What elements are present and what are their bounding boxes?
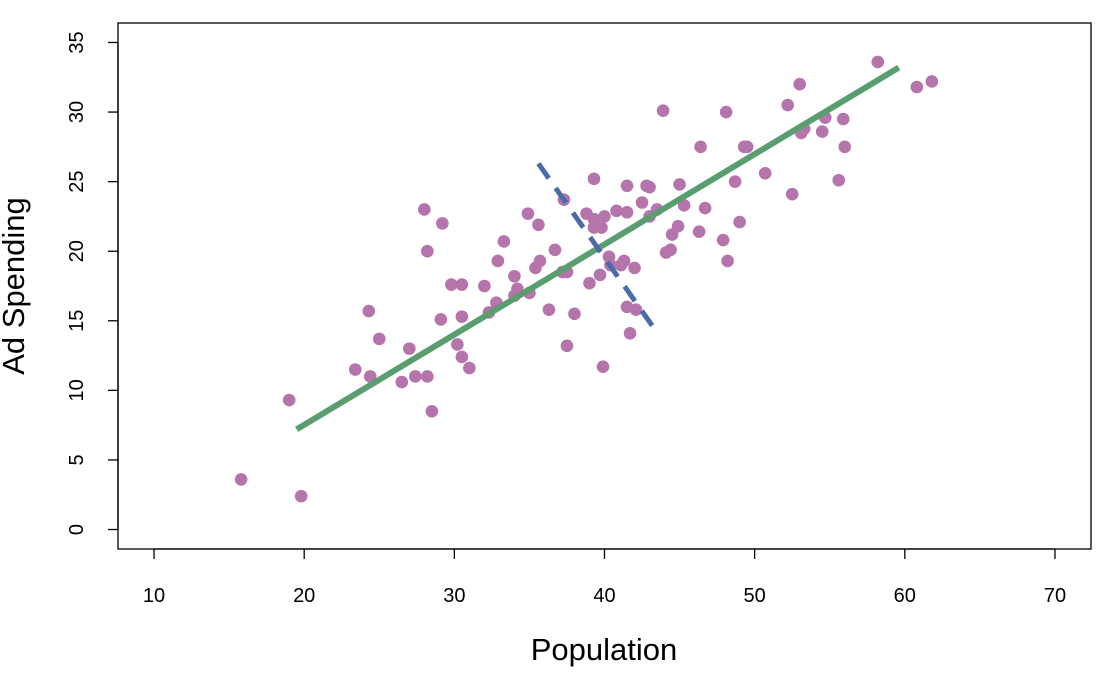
y-axis: 0 5 10 15 20 25 30 35 xyxy=(66,31,119,535)
data-point xyxy=(234,473,248,486)
y-tick-label: 5 xyxy=(66,454,88,465)
data-point xyxy=(623,327,637,340)
data-point xyxy=(781,98,794,112)
data-point xyxy=(598,210,611,223)
dashed-line xyxy=(536,162,661,337)
y-axis-title: Ad Spending xyxy=(0,197,31,375)
data-point xyxy=(587,172,601,186)
data-point xyxy=(694,140,707,154)
data-point xyxy=(664,243,677,257)
data-point xyxy=(478,279,491,293)
data-point xyxy=(733,215,746,229)
data-point xyxy=(451,338,464,351)
x-tick-label: 10 xyxy=(143,585,165,607)
data-point xyxy=(671,219,685,233)
data-point xyxy=(595,221,608,234)
data-point xyxy=(832,173,846,187)
x-tick-label: 20 xyxy=(293,585,315,607)
y-tick-label: 20 xyxy=(66,240,88,262)
x-tick-label: 60 xyxy=(894,585,916,607)
data-point xyxy=(620,179,634,193)
data-point xyxy=(294,489,308,503)
data-point xyxy=(542,303,556,316)
data-point xyxy=(910,80,924,94)
data-point xyxy=(593,268,607,282)
data-point xyxy=(815,125,829,138)
data-point xyxy=(673,178,686,191)
data-series xyxy=(234,55,939,503)
data-point xyxy=(925,75,939,88)
data-point xyxy=(425,404,439,418)
data-point xyxy=(533,254,547,268)
data-point xyxy=(785,187,799,201)
data-point xyxy=(635,196,649,209)
data-point xyxy=(455,278,469,291)
data-point xyxy=(836,112,850,126)
data-point xyxy=(740,140,754,154)
data-point xyxy=(532,218,545,232)
y-tick-label: 30 xyxy=(66,101,88,123)
x-axis: 10 20 30 40 50 60 70 xyxy=(143,548,1066,607)
data-point xyxy=(548,243,562,257)
data-point xyxy=(628,261,641,275)
data-point xyxy=(716,233,730,247)
data-point xyxy=(362,304,376,318)
data-point xyxy=(508,269,521,283)
data-point xyxy=(372,332,386,346)
data-point xyxy=(610,204,623,218)
plot-frame xyxy=(117,22,1092,550)
data-point xyxy=(721,254,734,268)
y-tick-label: 10 xyxy=(66,379,88,401)
data-point xyxy=(838,140,852,154)
x-tick-label: 70 xyxy=(1044,585,1066,607)
data-point xyxy=(677,198,691,212)
data-point xyxy=(421,370,434,383)
data-point xyxy=(445,278,458,291)
data-point xyxy=(282,393,296,407)
y-tick-label: 25 xyxy=(66,171,88,193)
data-point xyxy=(436,217,449,230)
data-point xyxy=(629,303,643,316)
data-point xyxy=(596,360,610,374)
data-point xyxy=(491,254,505,268)
data-point xyxy=(568,307,581,321)
data-point xyxy=(758,166,772,180)
data-point xyxy=(692,225,706,239)
data-point xyxy=(793,77,807,91)
data-point xyxy=(617,254,631,268)
data-point xyxy=(455,310,469,323)
data-point xyxy=(421,244,434,258)
data-point xyxy=(363,370,377,383)
data-point xyxy=(719,105,733,119)
x-tick-label: 30 xyxy=(443,585,465,607)
data-point xyxy=(463,361,476,375)
data-point xyxy=(656,104,670,117)
data-point xyxy=(402,342,416,355)
data-point xyxy=(698,201,712,215)
data-point xyxy=(560,339,574,353)
data-point xyxy=(409,370,422,383)
data-point xyxy=(497,235,511,248)
y-tick-label: 15 xyxy=(66,310,88,332)
data-point xyxy=(348,363,362,376)
x-axis-title: Population xyxy=(531,632,678,667)
data-point xyxy=(395,375,409,389)
data-point xyxy=(418,203,431,216)
data-point xyxy=(521,207,535,220)
data-point xyxy=(583,276,596,290)
x-tick-label: 40 xyxy=(593,585,615,607)
data-point xyxy=(643,180,656,194)
data-point xyxy=(434,313,448,326)
y-tick-label: 35 xyxy=(66,31,88,53)
data-point xyxy=(871,55,885,69)
x-tick-label: 50 xyxy=(744,585,766,607)
data-point xyxy=(455,350,469,364)
data-point xyxy=(728,175,742,188)
data-point xyxy=(620,205,634,219)
y-tick-label: 0 xyxy=(66,524,88,535)
